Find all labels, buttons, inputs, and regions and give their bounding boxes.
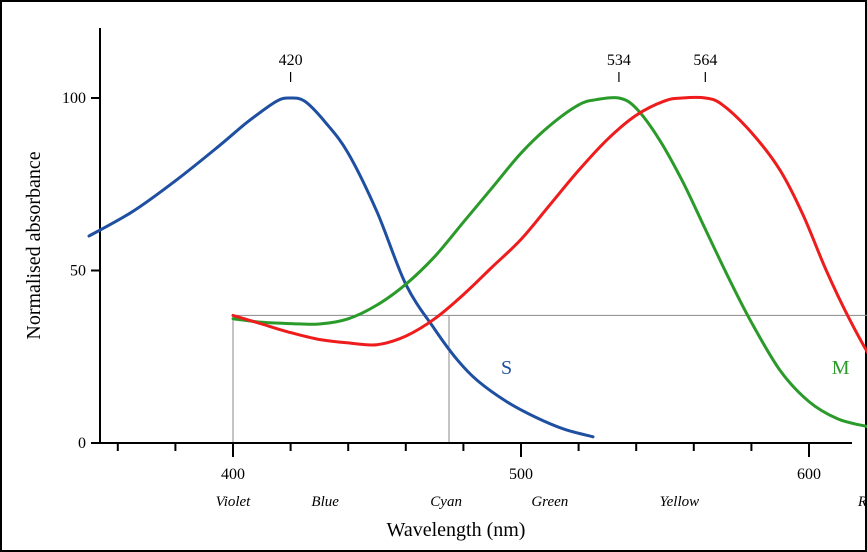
y-axis-title: Normalised absorbance [23, 151, 45, 339]
series-label-s: S [501, 357, 512, 379]
y-tick-label: 50 [70, 263, 86, 280]
color-name-label: Red [857, 494, 867, 510]
curve-l [231, 95, 867, 355]
x-tick-label: 600 [797, 466, 821, 483]
x-tick-label: 400 [221, 466, 245, 483]
curve-s [87, 96, 595, 439]
peak-label: 534 [607, 52, 631, 69]
peak-label: 564 [693, 52, 717, 69]
color-name-label: Blue [311, 494, 339, 510]
curve-m [231, 96, 867, 429]
color-name-label: Green [531, 494, 568, 510]
x-tick-label: 500 [509, 466, 533, 483]
color-name-label: Violet [216, 494, 252, 510]
series-label-m: M [832, 357, 850, 379]
color-name-label: Yellow [660, 494, 699, 510]
color-name-label: Cyan [430, 494, 462, 510]
y-tick-label: 0 [78, 435, 86, 452]
peak-label: 420 [279, 52, 303, 69]
x-axis-title: Wavelength (nm) [387, 519, 526, 541]
y-tick-label: 100 [62, 90, 86, 107]
